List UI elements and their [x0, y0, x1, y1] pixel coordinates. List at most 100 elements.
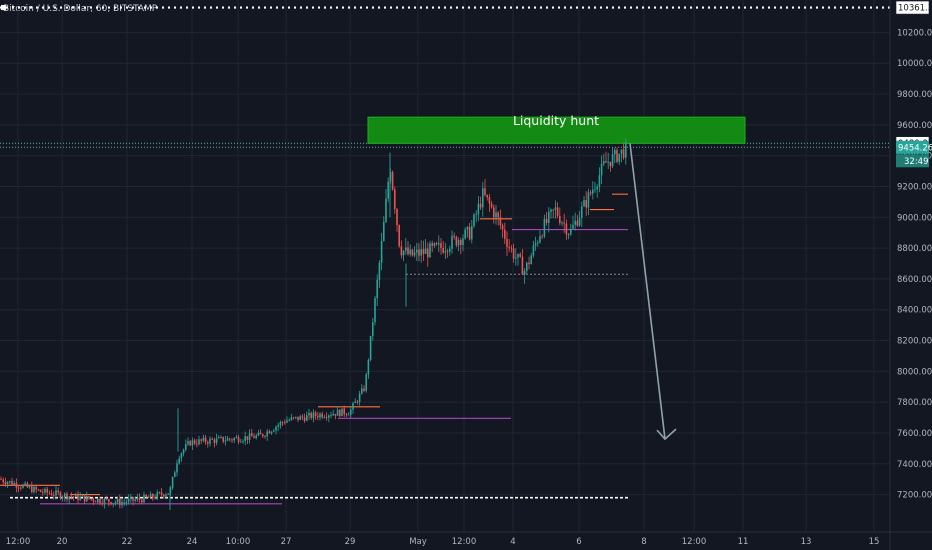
candle-body — [600, 163, 603, 176]
candle-body — [90, 498, 92, 500]
candle-body — [541, 236, 543, 238]
candle-body — [376, 279, 378, 299]
candle-body — [48, 492, 51, 494]
candle-body — [512, 248, 515, 259]
last-price-label-bg — [896, 140, 929, 154]
time-tick-label: 27 — [281, 537, 292, 547]
candle-body — [440, 243, 442, 249]
candle-body — [35, 486, 37, 490]
candle-body — [266, 431, 268, 437]
candle-body — [449, 248, 451, 252]
candle-body — [339, 409, 341, 417]
candle-body — [262, 434, 264, 437]
candle-body — [556, 207, 559, 216]
candle-body — [462, 238, 464, 245]
candle-body — [521, 256, 524, 275]
candle-body — [229, 438, 231, 440]
candle-body — [198, 439, 200, 445]
candle-body — [334, 413, 337, 416]
candle-body — [413, 252, 416, 256]
candle-body — [620, 149, 623, 154]
price-tick-label: 8000.00 — [897, 367, 932, 377]
candle-body — [528, 262, 530, 265]
candle-body — [134, 499, 136, 501]
candle-body — [530, 255, 532, 265]
candle-body — [321, 413, 323, 418]
candle-body — [46, 488, 48, 493]
candle-body — [68, 496, 70, 500]
candle-body — [625, 142, 627, 158]
chart-title: Bitcoin / U.S. Dollar, 60, BITSTAMP — [3, 4, 158, 14]
candle-body — [15, 483, 18, 488]
candle-body — [314, 412, 317, 416]
candle-body — [332, 413, 334, 416]
candle-body — [310, 412, 312, 419]
candle-body — [97, 498, 99, 503]
candle-body — [554, 207, 557, 210]
price-tick-label: 7400.00 — [897, 460, 932, 470]
candle-body — [358, 393, 361, 403]
time-tick-label: 24 — [187, 537, 198, 547]
candle-body — [211, 438, 213, 440]
candle-body — [253, 436, 255, 439]
candle-body — [160, 492, 163, 495]
candle-body — [75, 494, 77, 497]
candle-body — [31, 486, 33, 493]
candle-body — [592, 189, 594, 194]
candle-body — [495, 212, 497, 218]
candle-body — [108, 499, 110, 503]
candle-body — [585, 200, 587, 208]
candle-body — [257, 432, 260, 436]
candle-body — [4, 482, 7, 485]
time-tick-label: 22 — [122, 537, 133, 547]
candle-body — [587, 192, 590, 208]
candle-body — [499, 217, 502, 226]
candle-body — [479, 203, 482, 208]
candle-body — [574, 220, 576, 225]
candle-body — [471, 226, 473, 240]
candle-body — [526, 262, 528, 272]
candle-body — [191, 440, 194, 446]
candle-body — [297, 416, 299, 420]
candle-body — [268, 431, 271, 434]
candle-body — [165, 494, 167, 497]
candle-body — [411, 249, 414, 256]
candle-body — [422, 249, 425, 254]
candle-body — [611, 154, 614, 167]
price-tick-label: 8600.00 — [897, 275, 932, 285]
candle-body — [220, 436, 222, 438]
candle-body — [356, 401, 359, 403]
candle-body — [136, 497, 139, 500]
price-tick-label: 8200.00 — [897, 337, 932, 347]
candle-body — [143, 494, 145, 503]
candle-body — [235, 437, 238, 439]
candle-body — [466, 226, 469, 230]
candle-body — [605, 161, 607, 163]
time-tick-label: 4 — [510, 537, 515, 547]
candle-body — [116, 498, 119, 503]
candle-body — [295, 416, 297, 418]
price-tick-label: 7200.00 — [897, 491, 932, 501]
candle-body — [158, 492, 161, 494]
candle-body — [622, 149, 625, 158]
candle-body — [145, 494, 147, 497]
candle-body — [189, 441, 191, 446]
candle-body — [431, 243, 433, 246]
candle-body — [567, 234, 570, 236]
candle-body — [378, 262, 381, 280]
candle-body — [576, 220, 579, 226]
price-tick-label: 9600.00 — [897, 121, 932, 131]
candle-body — [242, 440, 244, 442]
candle-body — [259, 432, 262, 435]
candle-body — [114, 502, 117, 504]
candle-body — [138, 497, 141, 500]
candle-body — [482, 188, 484, 208]
candle-body — [231, 439, 233, 441]
candle-body — [365, 374, 367, 391]
candle-body — [174, 472, 176, 477]
candle-body — [292, 417, 295, 419]
candle-body — [475, 214, 477, 215]
countdown-bg — [896, 154, 929, 168]
